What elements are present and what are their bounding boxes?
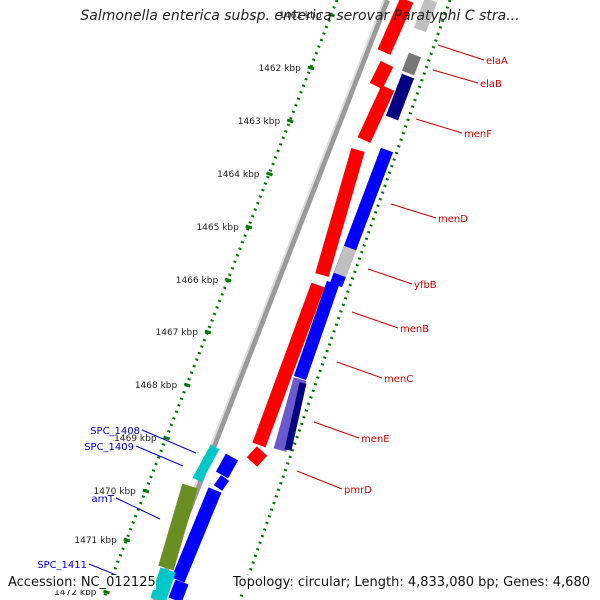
tick-mark bbox=[123, 537, 131, 543]
gene-gray bbox=[413, 0, 438, 33]
tick-mark bbox=[328, 12, 336, 18]
gene-label-menC: menC bbox=[384, 374, 413, 385]
tick-mark bbox=[307, 65, 315, 71]
gene-blue bbox=[171, 487, 222, 583]
tick-label: 1467 kbp bbox=[156, 328, 199, 338]
gene-label-arnt: arnT bbox=[91, 494, 114, 505]
accession-label: Accession: NC_012125 bbox=[8, 575, 156, 590]
leader-line bbox=[432, 69, 479, 84]
gene-blue bbox=[168, 579, 189, 600]
gene-label-elaB: elaB bbox=[480, 79, 502, 90]
tick-label: 1472 kbp bbox=[54, 588, 97, 598]
gene-gray bbox=[333, 245, 357, 278]
tick-label: 1469 kbp bbox=[114, 434, 157, 444]
gene-label-menE: menE bbox=[361, 434, 390, 445]
gene-blue bbox=[215, 453, 239, 479]
tick-label: 1466 kbp bbox=[176, 276, 219, 286]
genome-summary: Topology: circular; Length: 4,833,080 bp… bbox=[232, 575, 590, 590]
tick-mark bbox=[224, 277, 232, 283]
gene-label-spc_1409: SPC_1409 bbox=[84, 442, 134, 453]
gene-red bbox=[252, 282, 325, 448]
gene-cyan bbox=[150, 567, 176, 600]
genome-title: Salmonella enterica subsp. enterica sero… bbox=[80, 8, 520, 24]
gene-blue bbox=[293, 280, 340, 381]
tick-mark bbox=[142, 488, 150, 494]
leader-line bbox=[141, 429, 197, 454]
gene-label-menB: menB bbox=[400, 324, 429, 335]
tick-label: 1462 kbp bbox=[258, 64, 301, 74]
leader-line bbox=[415, 118, 463, 134]
right-dotted-line bbox=[238, 0, 452, 600]
tick-mark bbox=[183, 382, 191, 388]
gene-red bbox=[377, 0, 414, 55]
leader-line bbox=[115, 497, 161, 520]
tick-mark bbox=[286, 118, 294, 124]
tick-mark bbox=[103, 589, 110, 595]
leader-line bbox=[390, 203, 437, 219]
gene-label-pmrD: pmrD bbox=[344, 485, 372, 496]
gene-label-spc_1411: SPC_1411 bbox=[37, 560, 87, 571]
gene-cyan bbox=[192, 444, 220, 483]
gene-red bbox=[315, 148, 365, 277]
gene-label-yfbB: yfbB bbox=[414, 280, 437, 291]
tick-mark bbox=[245, 224, 253, 230]
tick-dotted-line bbox=[101, 0, 339, 600]
leader-line bbox=[296, 470, 343, 490]
tick-label: 1470 kbp bbox=[93, 487, 136, 497]
leader-line bbox=[336, 361, 383, 379]
gene-red bbox=[246, 446, 268, 467]
tick-label: 1463 kbp bbox=[238, 117, 281, 127]
leader-line bbox=[313, 421, 360, 439]
leader-line bbox=[135, 445, 184, 467]
tick-mark bbox=[266, 171, 274, 177]
gene-label-spc_1408: SPC_1408 bbox=[90, 426, 140, 437]
tick-label: 1464 kbp bbox=[217, 170, 260, 180]
tick-mark bbox=[163, 435, 171, 441]
gene-label-menF: menF bbox=[464, 129, 492, 140]
gene-olive bbox=[158, 483, 198, 571]
gene-red bbox=[369, 60, 394, 90]
leader-line bbox=[367, 268, 413, 285]
tick-label: 1461 kbp bbox=[279, 11, 322, 21]
tick-label: 1468 kbp bbox=[135, 381, 178, 391]
gene-label-elaA: elaA bbox=[486, 56, 508, 67]
gene-navy bbox=[385, 73, 415, 121]
gene-dark-gray bbox=[401, 52, 422, 76]
gene-navy bbox=[284, 382, 307, 451]
leader-line bbox=[437, 44, 485, 61]
gene-blue bbox=[213, 475, 230, 491]
tick-mark bbox=[204, 329, 212, 335]
gene-red bbox=[357, 85, 395, 143]
tick-label: 1465 kbp bbox=[196, 223, 239, 233]
tick-label: 1471 kbp bbox=[74, 536, 117, 546]
gene-label-menD: menD bbox=[438, 214, 468, 225]
leader-line bbox=[351, 311, 399, 329]
